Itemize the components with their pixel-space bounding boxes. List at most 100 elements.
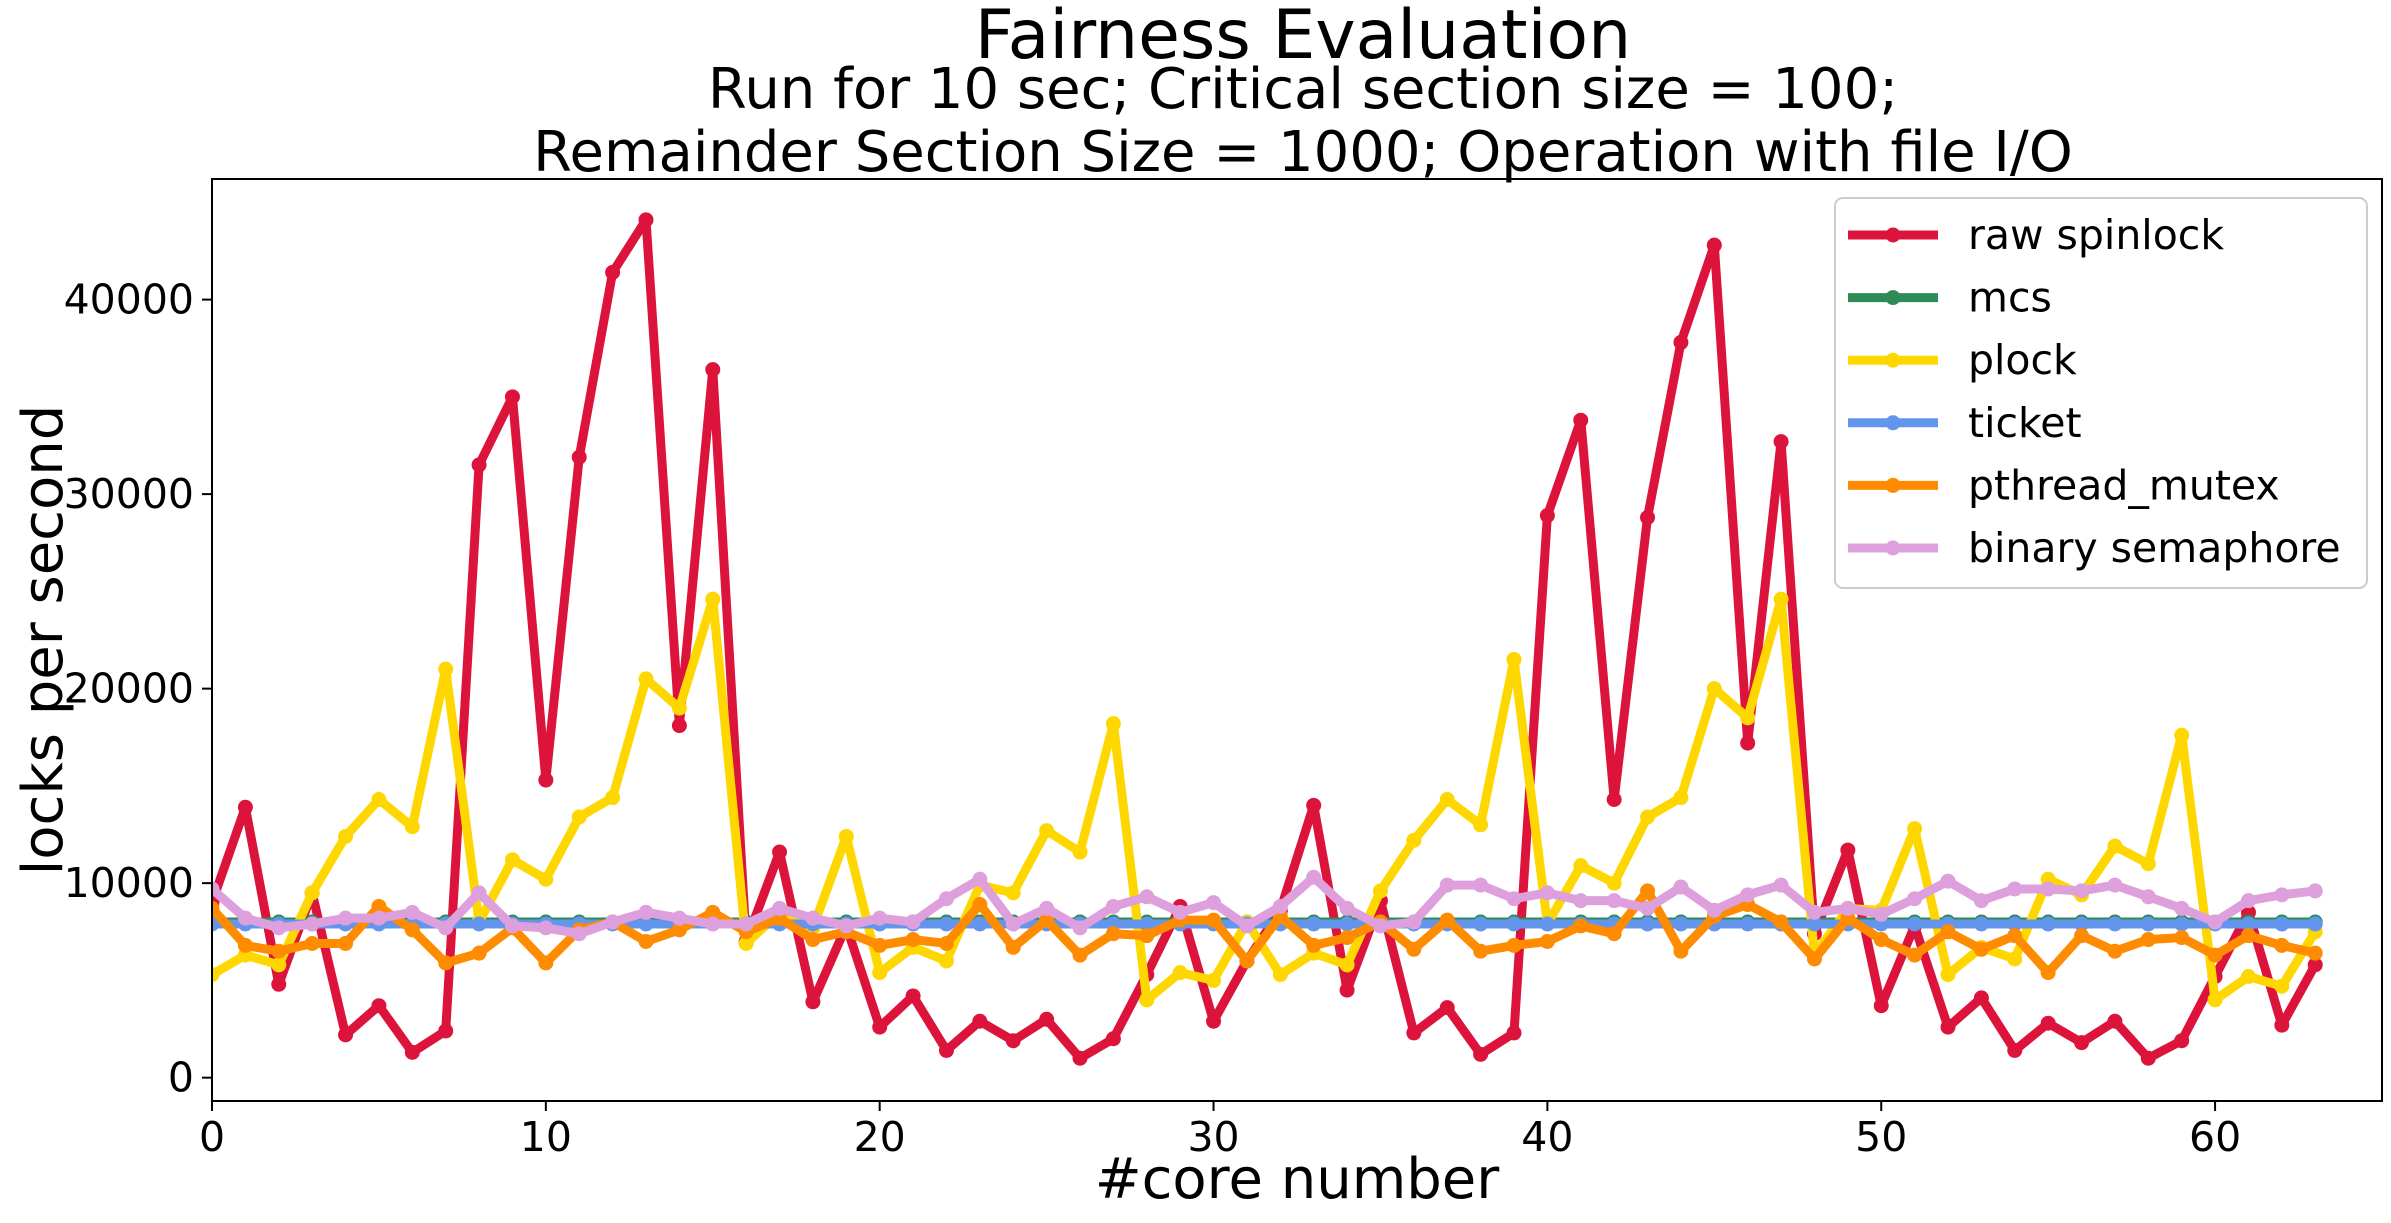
data-point xyxy=(1506,651,1522,667)
data-point xyxy=(1139,916,1155,932)
data-point xyxy=(1105,926,1121,942)
data-point xyxy=(1039,823,1055,839)
data-point xyxy=(1539,885,1555,901)
data-point xyxy=(938,1042,954,1058)
data-point xyxy=(1339,900,1355,916)
data-point xyxy=(872,937,888,953)
x-tick-label: 30 xyxy=(1187,1113,1239,1161)
data-point xyxy=(1640,509,1656,525)
data-point xyxy=(2174,930,2190,946)
data-point xyxy=(371,898,387,914)
data-point xyxy=(705,916,721,932)
series-pthread-mutex xyxy=(212,883,2323,981)
data-point xyxy=(237,910,253,926)
legend-item: ticket xyxy=(1848,399,2082,447)
data-point xyxy=(671,922,687,938)
data-point xyxy=(2207,914,2223,930)
data-point xyxy=(212,967,220,983)
data-point xyxy=(1940,873,1956,889)
data-point xyxy=(338,828,354,844)
data-point xyxy=(1039,912,1055,928)
legend-label: mcs xyxy=(1968,274,2052,322)
legend-label: plock xyxy=(1968,336,2077,384)
data-point xyxy=(404,922,420,938)
data-point xyxy=(438,920,454,936)
data-point xyxy=(1573,918,1589,934)
data-point xyxy=(1206,972,1222,988)
data-point xyxy=(471,457,487,473)
data-point xyxy=(1439,912,1455,928)
data-point xyxy=(1372,883,1388,899)
data-point xyxy=(2140,932,2156,948)
data-point xyxy=(2040,916,2056,932)
legend-item: raw spinlock xyxy=(1848,211,2224,259)
y-tick-label: 20000 xyxy=(64,665,194,713)
legend-swatch-marker xyxy=(1885,540,1901,556)
data-point xyxy=(938,916,954,932)
data-point xyxy=(1539,916,1555,932)
data-point xyxy=(1673,334,1689,350)
data-point xyxy=(1907,947,1923,963)
data-point xyxy=(1105,716,1121,732)
data-point xyxy=(338,1027,354,1043)
data-point xyxy=(271,943,287,959)
data-point xyxy=(304,916,320,932)
data-point xyxy=(972,1013,988,1029)
data-point xyxy=(2107,838,2123,854)
data-point xyxy=(1773,914,1789,930)
data-point xyxy=(2207,992,2223,1008)
data-point xyxy=(805,932,821,948)
data-point xyxy=(1706,237,1722,253)
x-tick-label: 20 xyxy=(854,1113,906,1161)
data-point xyxy=(1573,893,1589,909)
data-point xyxy=(1640,809,1656,825)
legend-item: mcs xyxy=(1848,274,2052,322)
data-point xyxy=(304,935,320,951)
data-point xyxy=(1039,1011,1055,1027)
data-point xyxy=(805,910,821,926)
data-point xyxy=(1272,898,1288,914)
legend-swatch-marker xyxy=(1885,227,1901,243)
chart-subtitle-line-1: Run for 10 sec; Critical section size = … xyxy=(708,57,1898,122)
legend-label: raw spinlock xyxy=(1968,211,2224,259)
data-point xyxy=(1439,877,1455,893)
data-point xyxy=(504,389,520,405)
data-point xyxy=(2207,947,2223,963)
data-point xyxy=(1673,879,1689,895)
chart-title: Fairness Evaluation xyxy=(975,0,1631,75)
data-point xyxy=(1573,412,1589,428)
data-point xyxy=(1072,947,1088,963)
data-point xyxy=(772,844,788,860)
data-point xyxy=(2174,900,2190,916)
data-point xyxy=(638,671,654,687)
data-point xyxy=(1606,875,1622,891)
y-axis-label: locks per second xyxy=(11,405,76,876)
data-point xyxy=(1640,916,1656,932)
data-point xyxy=(504,852,520,868)
data-point xyxy=(1306,797,1322,813)
data-point xyxy=(2174,916,2190,932)
data-point xyxy=(1907,891,1923,907)
data-point xyxy=(2274,978,2290,994)
data-point xyxy=(1907,821,1923,837)
legend-item: plock xyxy=(1848,336,2077,384)
data-point xyxy=(1105,1031,1121,1047)
data-point xyxy=(471,945,487,961)
data-point xyxy=(1139,992,1155,1008)
data-point xyxy=(1773,591,1789,607)
data-point xyxy=(1005,885,1021,901)
data-point xyxy=(972,871,988,887)
data-point xyxy=(2107,916,2123,932)
data-point xyxy=(571,809,587,825)
data-point xyxy=(1005,1033,1021,1049)
data-point xyxy=(538,920,554,936)
data-point xyxy=(2007,1042,2023,1058)
data-point xyxy=(2140,916,2156,932)
data-point xyxy=(1339,982,1355,998)
data-point xyxy=(2307,945,2323,961)
data-point xyxy=(938,935,954,951)
data-point xyxy=(605,790,621,806)
data-point xyxy=(1806,916,1822,932)
data-point xyxy=(1439,1000,1455,1016)
data-point xyxy=(1306,937,1322,953)
